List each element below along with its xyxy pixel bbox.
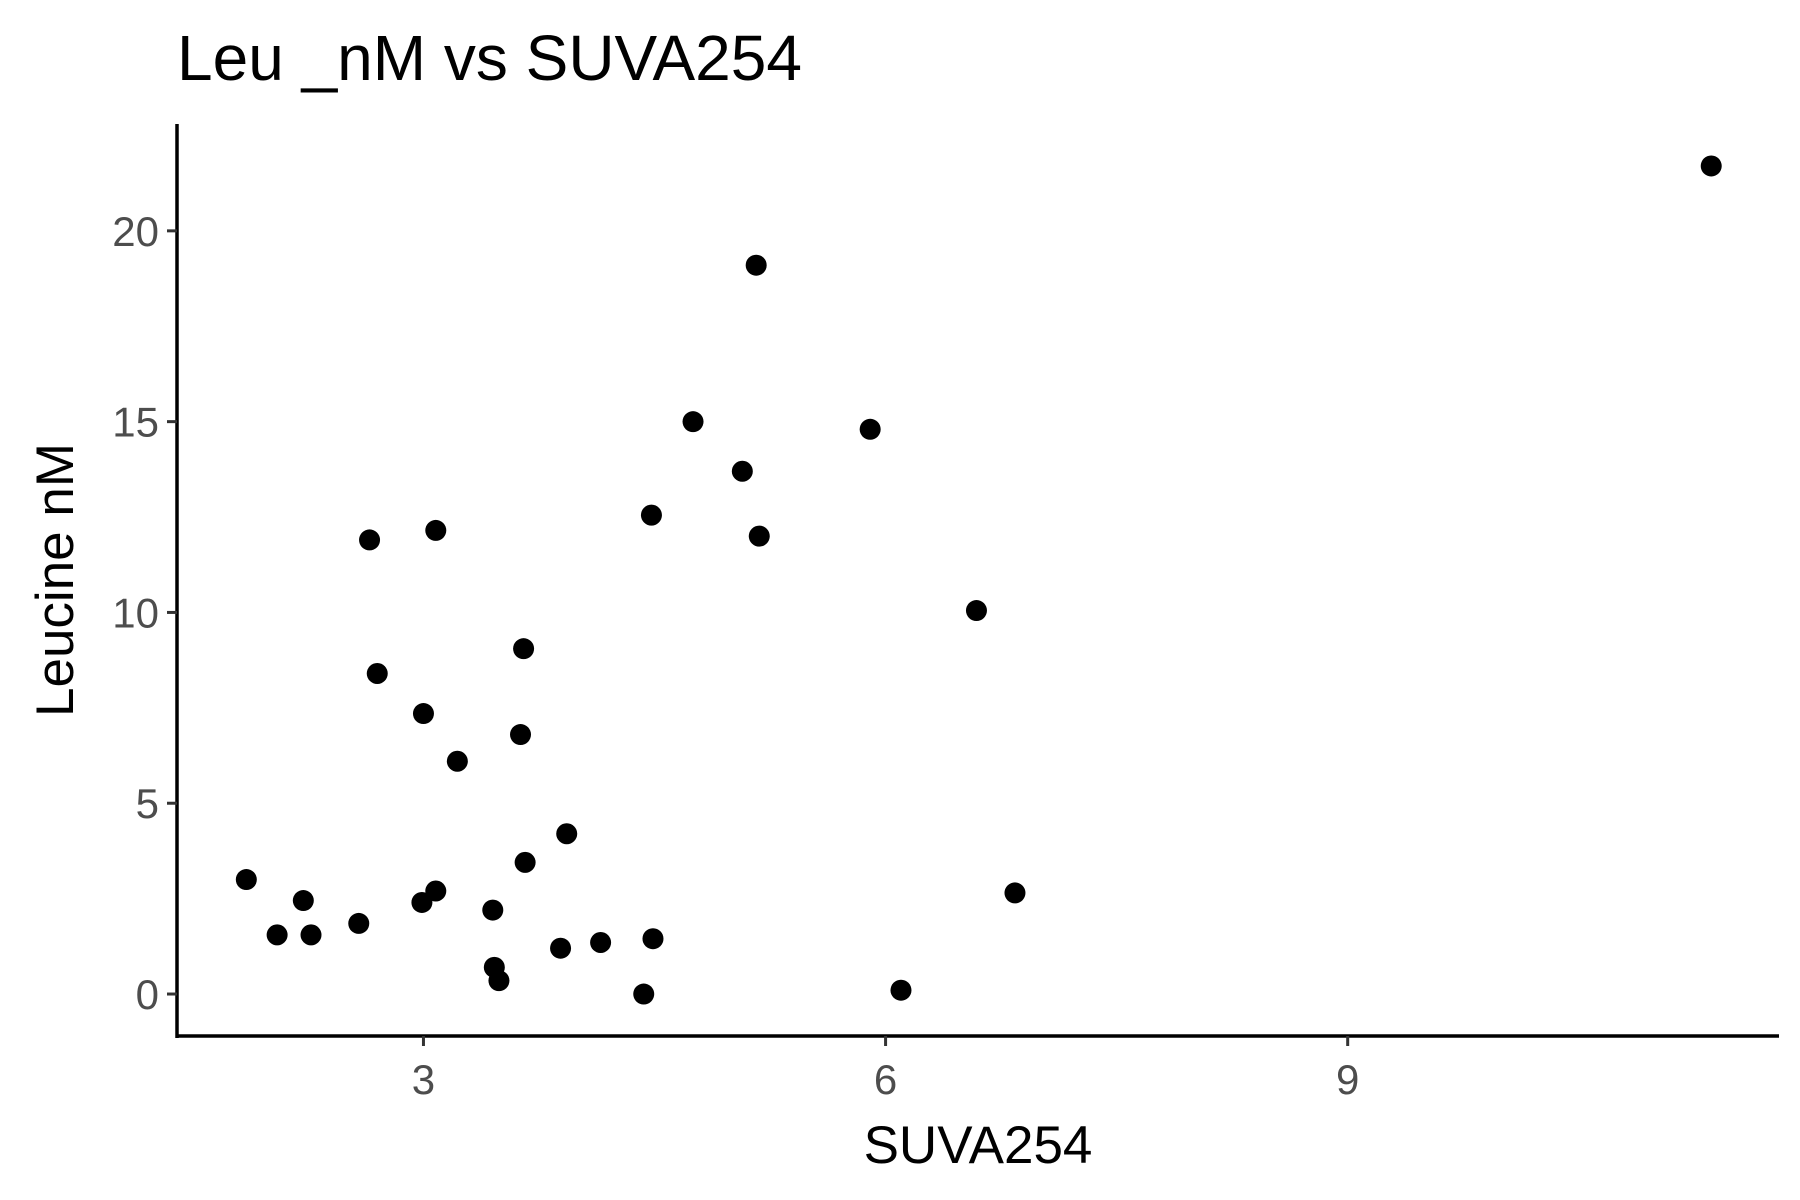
data-point	[640, 504, 662, 526]
data-point	[731, 460, 753, 482]
data-point	[859, 418, 881, 440]
data-point	[965, 600, 987, 622]
y-tick-label: 0	[136, 971, 159, 1018]
data-point	[482, 899, 504, 921]
data-points	[235, 155, 1722, 1005]
data-point	[446, 750, 468, 772]
data-point	[412, 703, 434, 725]
y-tick-label: 10	[112, 589, 159, 636]
x-tick-label: 3	[412, 1056, 435, 1103]
data-point	[366, 662, 388, 684]
data-point	[510, 724, 532, 746]
data-point	[556, 823, 578, 845]
data-point	[745, 254, 767, 276]
x-axis-title: SUVA254	[864, 1116, 1093, 1175]
data-point	[890, 979, 912, 1001]
y-tick-label: 15	[112, 399, 159, 446]
data-point	[425, 519, 447, 541]
data-point	[348, 912, 370, 934]
data-point	[300, 924, 322, 946]
data-point	[513, 638, 535, 660]
data-point	[359, 529, 381, 551]
data-point	[682, 411, 704, 433]
data-point	[514, 851, 536, 873]
data-point	[748, 525, 770, 547]
data-point	[411, 891, 433, 913]
data-point	[550, 937, 572, 959]
data-point	[266, 924, 288, 946]
x-tick-label: 9	[1336, 1056, 1359, 1103]
data-point	[292, 890, 314, 912]
x-tick-label: 6	[874, 1056, 897, 1103]
x-axis-ticks: 3 6 9	[412, 1036, 1359, 1103]
y-axis-ticks: 0 5 10 15 20	[112, 208, 177, 1018]
y-tick-label: 5	[136, 780, 159, 827]
data-point	[235, 869, 257, 891]
data-point	[488, 970, 510, 992]
data-point	[425, 880, 447, 902]
chart-title: Leu _nM vs SUVA254	[177, 22, 802, 94]
data-point	[633, 983, 655, 1005]
data-point	[1700, 155, 1722, 177]
y-tick-label: 20	[112, 208, 159, 255]
data-point	[1004, 882, 1026, 904]
data-point	[590, 932, 612, 954]
y-axis-title: Leucine nM	[26, 443, 85, 717]
data-point	[642, 928, 664, 950]
